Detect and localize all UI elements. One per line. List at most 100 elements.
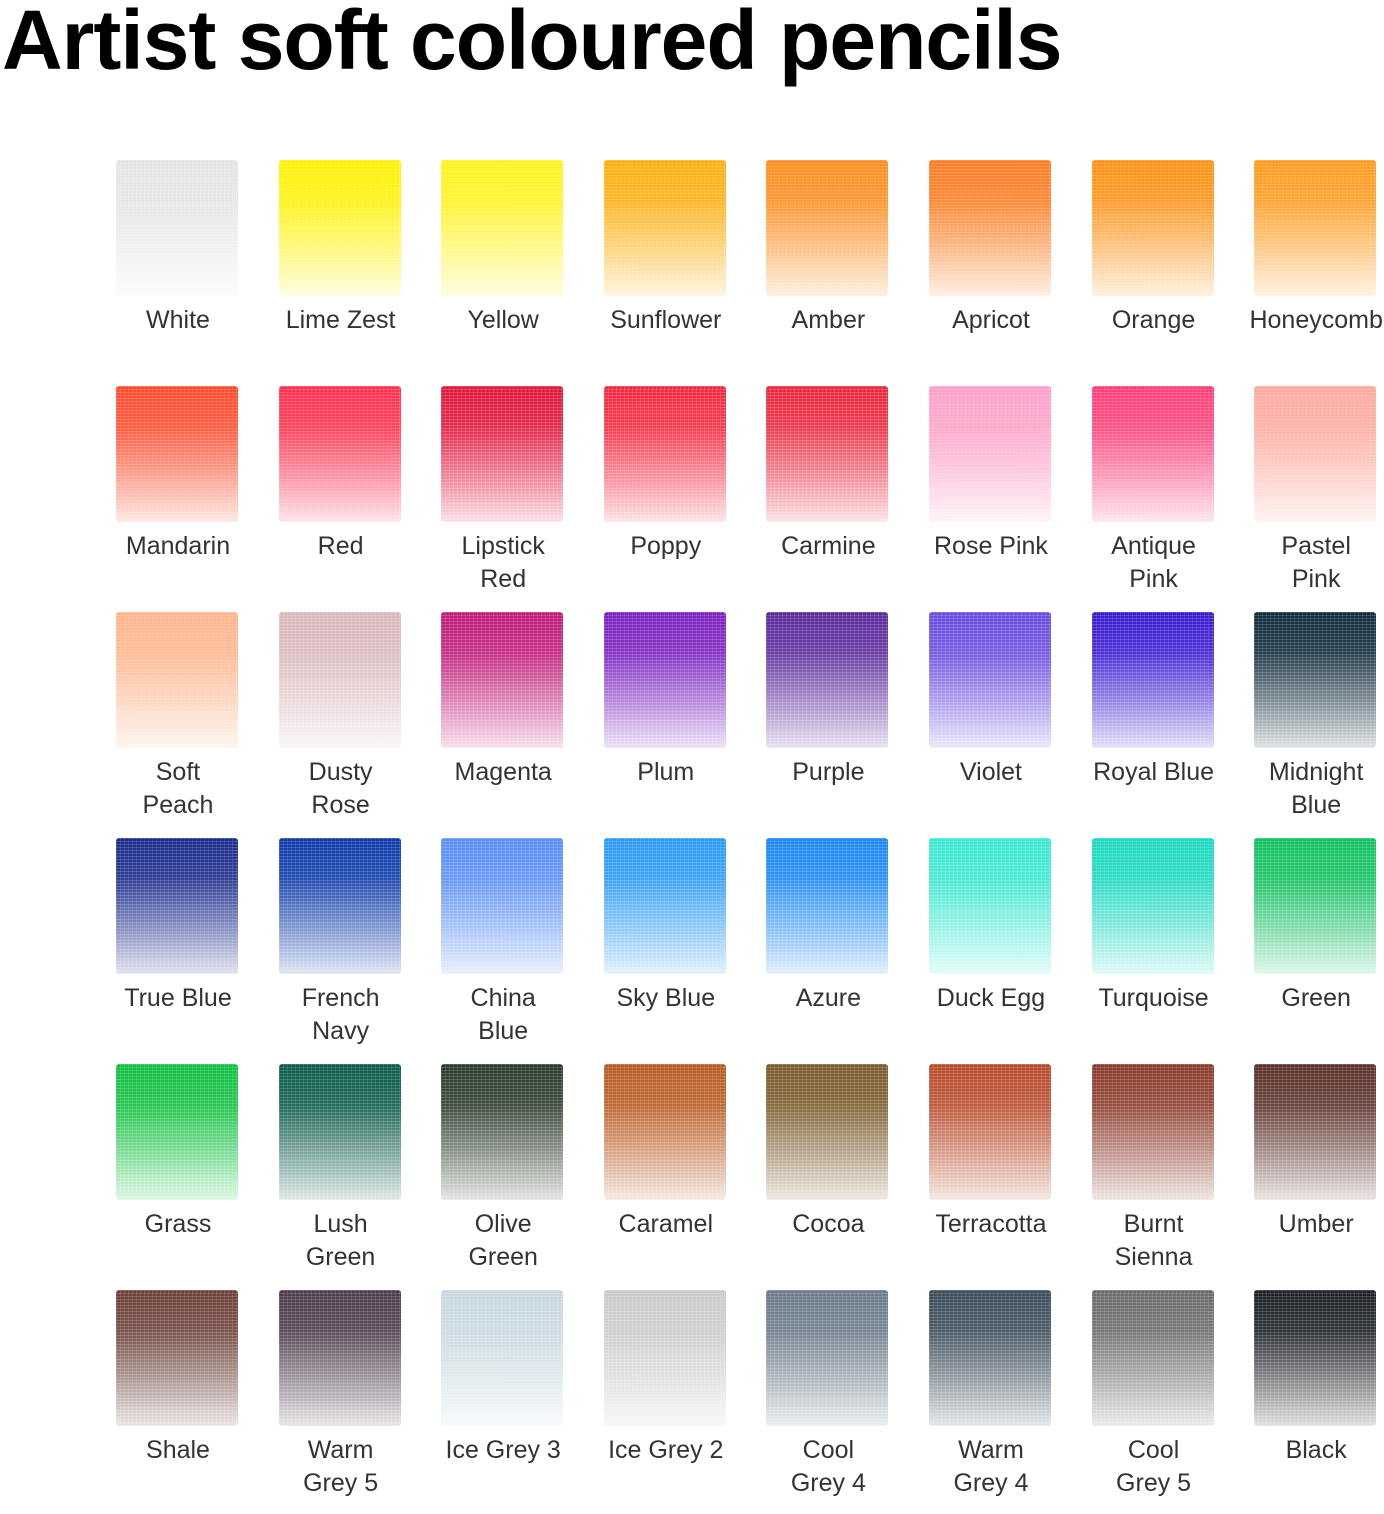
swatch-label: Cocoa — [746, 1208, 910, 1241]
swatch-label: Sky Blue — [584, 982, 748, 1015]
swatch-item: China Blue — [421, 836, 584, 1062]
swatch-label-line: Magenta — [454, 758, 552, 786]
color-swatch — [1254, 386, 1377, 522]
swatch-label-line: Shale — [146, 1436, 210, 1464]
color-swatch — [1091, 838, 1214, 974]
swatch-item: Honeycomb — [1234, 158, 1384, 384]
swatch-label-line: White — [146, 306, 210, 334]
swatch-label: Caramel — [584, 1208, 748, 1241]
swatch-label-line: Terracotta — [935, 1210, 1047, 1238]
swatch-item: Pastel Pink — [1234, 384, 1384, 610]
swatch-label-line: Burnt — [1123, 1210, 1184, 1238]
swatch-item: French Navy — [259, 836, 422, 1062]
swatch-label-line: Green — [305, 1243, 376, 1271]
swatch-label-line: Black — [1285, 1436, 1347, 1464]
swatch-label: Plum — [584, 756, 748, 789]
swatch-item: White — [96, 158, 259, 384]
swatch-item: Black — [1234, 1288, 1384, 1514]
swatch-item: Plum — [584, 610, 747, 836]
color-swatch — [1091, 160, 1214, 296]
swatch-label: Green — [1234, 982, 1384, 1015]
color-swatch — [766, 386, 889, 522]
color-swatch — [278, 838, 401, 974]
color-swatch — [766, 1290, 889, 1426]
swatch-label-line: Sunflower — [610, 306, 722, 334]
swatch-label-line: Midnight — [1268, 758, 1364, 786]
swatch-item: Yellow — [421, 158, 584, 384]
color-swatch — [278, 1064, 401, 1200]
swatch-label-line: Dusty — [308, 758, 373, 786]
swatch-label: Soft Peach — [96, 756, 260, 822]
swatch-label-line: Red — [317, 532, 364, 560]
swatch-label: Red — [259, 530, 423, 563]
color-swatch — [116, 386, 238, 522]
swatch-item: Warm Grey 5 — [259, 1288, 422, 1514]
swatch-label: Antique Pink — [1072, 530, 1236, 596]
swatch-item: Amber — [746, 158, 909, 384]
swatch-label: Magenta — [421, 756, 585, 789]
swatch-item: Purple — [746, 610, 909, 836]
color-swatch — [928, 386, 1051, 522]
swatch-label-line: True Blue — [124, 984, 232, 1012]
swatch-label: Royal Blue — [1072, 756, 1236, 789]
swatch-item: Caramel — [584, 1062, 747, 1288]
swatch-item: Grass — [96, 1062, 259, 1288]
swatch-item: Magenta — [421, 610, 584, 836]
swatch-label: Sunflower — [584, 304, 748, 337]
color-swatch — [1254, 1064, 1377, 1200]
swatch-label: Mandarin — [96, 530, 260, 563]
swatch-label: Warm Grey 4 — [909, 1434, 1073, 1500]
color-swatch — [928, 838, 1051, 974]
color-swatch — [928, 1290, 1051, 1426]
swatch-label-line: Pink — [1129, 565, 1178, 593]
swatch-label-line: Cool — [802, 1436, 855, 1464]
swatch-label-line: Lush — [313, 1210, 368, 1238]
swatch-item: Duck Egg — [909, 836, 1072, 1062]
swatch-label: Turquoise — [1072, 982, 1236, 1015]
color-swatch — [441, 1290, 564, 1426]
swatch-label-line: Poppy — [630, 532, 702, 560]
swatch-label: Duck Egg — [909, 982, 1073, 1015]
swatch-label-line: Honeycomb — [1249, 306, 1383, 334]
color-swatch — [766, 1064, 889, 1200]
swatch-label: Lush Green — [259, 1208, 423, 1274]
swatch-item: Royal Blue — [1072, 610, 1235, 836]
swatch-item: Terracotta — [909, 1062, 1072, 1288]
swatch-label-line: Pink — [1291, 565, 1341, 593]
swatch-item: Mandarin — [96, 384, 259, 610]
color-swatch — [1091, 1290, 1214, 1426]
color-swatch — [603, 1290, 726, 1426]
color-swatch — [603, 612, 726, 748]
swatch-item: Green — [1234, 836, 1384, 1062]
color-swatch — [441, 612, 564, 748]
color-swatch — [278, 386, 401, 522]
color-swatch — [1091, 612, 1214, 748]
color-swatch — [1254, 612, 1377, 748]
swatch-label-line: Warm — [307, 1436, 374, 1464]
color-swatch — [1254, 838, 1377, 974]
swatch-item: Turquoise — [1072, 836, 1235, 1062]
swatch-label: True Blue — [96, 982, 260, 1015]
swatch-label-line: Yellow — [467, 306, 539, 334]
swatch-label: Dusty Rose — [259, 756, 423, 822]
swatch-label-line: French — [301, 984, 380, 1012]
swatch-label-line: Grey 5 — [1116, 1469, 1192, 1497]
swatch-item: Rose Pink — [909, 384, 1072, 610]
color-swatch — [116, 1290, 238, 1426]
swatch-label: Orange — [1072, 304, 1236, 337]
color-swatch — [116, 1064, 238, 1200]
color-swatch — [1254, 160, 1377, 296]
color-swatch — [441, 160, 564, 296]
swatch-item: Lipstick Red — [421, 384, 584, 610]
swatch-label: Apricot — [909, 304, 1073, 337]
swatch-label-line: Blue — [1291, 791, 1342, 819]
swatch-label: Amber — [746, 304, 910, 337]
color-swatch — [928, 160, 1051, 296]
swatch-label: Lime Zest — [259, 304, 423, 337]
color-swatch — [278, 1290, 401, 1426]
swatch-label: Olive Green — [421, 1208, 585, 1274]
swatch-label: Purple — [746, 756, 910, 789]
swatch-label-line: Duck Egg — [936, 984, 1046, 1012]
swatch-item: Lush Green — [259, 1062, 422, 1288]
swatch-label-line: Purple — [792, 758, 865, 786]
